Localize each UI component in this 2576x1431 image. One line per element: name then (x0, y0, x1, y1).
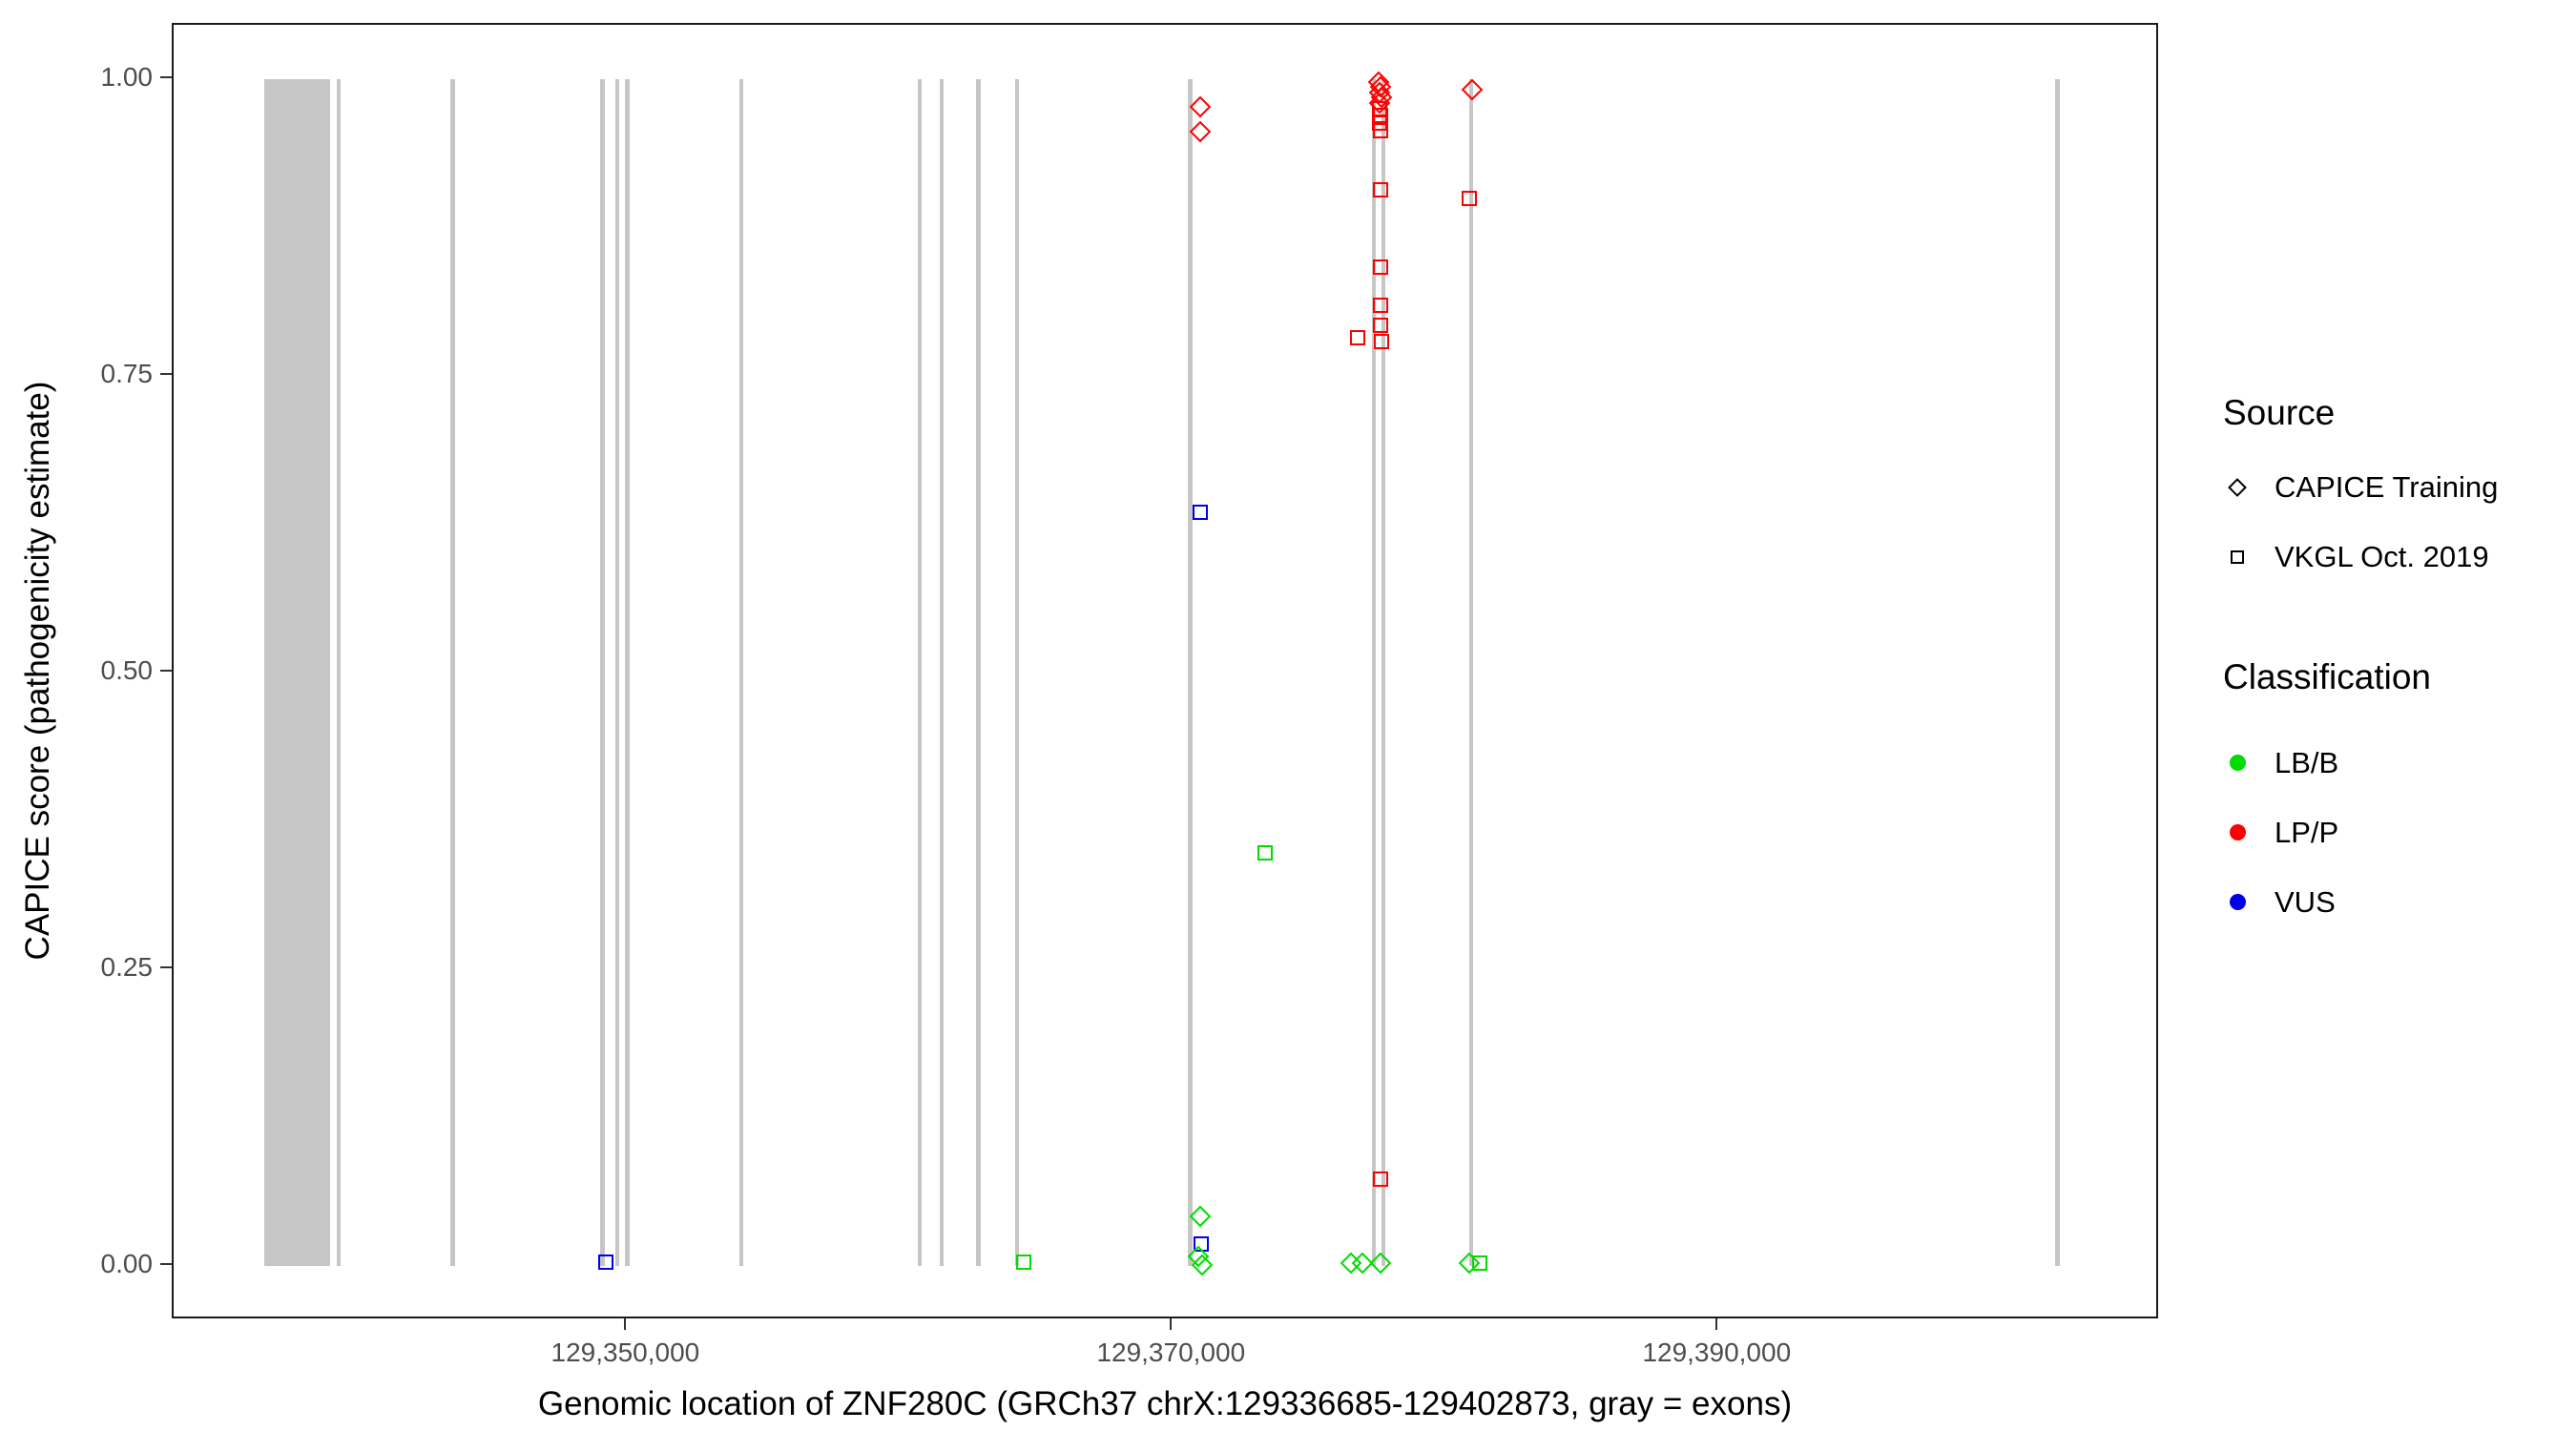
data-point-square (1015, 1255, 1031, 1271)
exon-bar (1371, 79, 1377, 1266)
x-tick-mark (1170, 1318, 1173, 1330)
data-point-diamond (1461, 79, 1484, 101)
data-point-diamond (1189, 95, 1212, 118)
square-icon (2223, 550, 2252, 564)
data-point-square (1373, 297, 1389, 313)
data-point-square (1372, 259, 1388, 275)
exon-bar (2055, 79, 2061, 1266)
legend-item-source: CAPICE Training (2223, 452, 2566, 522)
x-tick-label: 129,370,000 (1096, 1338, 1246, 1367)
data-point-square (598, 1255, 614, 1271)
y-tick-label: 0.00 (100, 1248, 154, 1278)
data-point-square (1373, 122, 1389, 138)
legend-source-items: CAPICE Training VKGL Oct. 2019 (2223, 452, 2566, 591)
x-tick-mark (1715, 1318, 1718, 1330)
legend-item-classification: LB/B (2223, 728, 2566, 798)
exon-bar (1188, 79, 1193, 1266)
diamond-icon (2223, 477, 2252, 497)
exon-bar (738, 79, 744, 1266)
plot-panel (172, 23, 2158, 1318)
exon-bar (614, 79, 620, 1266)
legend-item-source: VKGL Oct. 2019 (2223, 522, 2566, 591)
exon-bar (976, 79, 981, 1266)
y-tick-label: 0.75 (100, 359, 154, 389)
data-point-square (1461, 190, 1477, 206)
y-tick-mark (160, 373, 172, 376)
data-point-square (1471, 1255, 1487, 1272)
data-point-square (1372, 1172, 1388, 1187)
exon-bar (1014, 79, 1020, 1266)
data-point-diamond (1189, 1205, 1212, 1227)
exon-bar (939, 79, 945, 1266)
data-point-square (1372, 317, 1388, 333)
data-point-square (1194, 1236, 1210, 1253)
exon-bar (599, 79, 605, 1266)
exon-bar (449, 79, 455, 1266)
exon-bar (336, 79, 342, 1266)
data-point-square (1349, 330, 1365, 346)
legend-item-label: VUS (2275, 884, 2336, 919)
y-tick-label: 0.50 (100, 655, 154, 685)
x-tick-label: 129,390,000 (1642, 1338, 1792, 1367)
legend-item-label: VKGL Oct. 2019 (2275, 539, 2489, 573)
x-tick-mark (624, 1318, 627, 1330)
legend-classification-items: LB/B LP/P VUS (2223, 728, 2566, 937)
exon-bar (263, 79, 330, 1266)
exon-bar (1381, 79, 1386, 1266)
legend-item-label: LB/B (2275, 745, 2339, 779)
y-tick-label: 1.00 (100, 62, 154, 93)
data-point-square (1257, 845, 1274, 861)
legend-classification-title: Classification (2223, 657, 2431, 696)
exon-bar (1468, 79, 1474, 1266)
exon-bar (917, 79, 923, 1266)
data-point-square (1373, 334, 1389, 349)
data-point-square (1372, 181, 1388, 197)
legend: Source CAPICE Training VKGL Oct. 2019 Cla… (2223, 393, 2566, 937)
legend-source-title: Source (2223, 393, 2336, 432)
circle-icon (2223, 755, 2252, 771)
circle-icon (2223, 824, 2252, 840)
y-tick-label: 0.25 (100, 951, 154, 982)
circle-icon (2223, 894, 2252, 910)
x-tick-label: 129,350,000 (551, 1338, 700, 1367)
data-point-diamond (1189, 120, 1212, 143)
data-point-square (1372, 107, 1388, 123)
legend-item-classification: LP/P (2223, 798, 2566, 867)
y-tick-mark (160, 76, 172, 79)
legend-item-classification: VUS (2223, 867, 2566, 937)
legend-item-label: LP/P (2275, 815, 2339, 849)
data-point-square (1192, 505, 1208, 521)
x-axis-title: Genomic location of ZNF280C (GRCh37 chrX… (537, 1385, 1793, 1422)
legend-item-label: CAPICE Training (2275, 469, 2499, 504)
y-tick-mark (160, 965, 172, 968)
y-tick-mark (160, 670, 172, 672)
exon-bar (625, 79, 630, 1266)
y-tick-mark (160, 1262, 172, 1265)
